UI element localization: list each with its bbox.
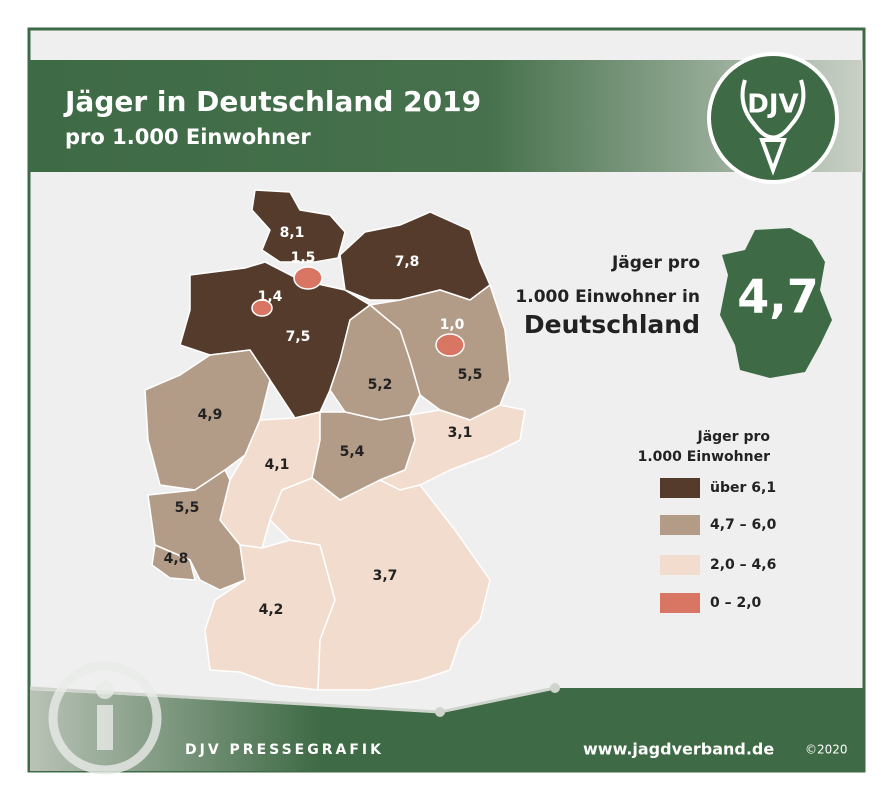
footer-band	[30, 688, 863, 771]
summary-line: Jäger pro	[611, 253, 700, 273]
region	[251, 189, 346, 263]
region	[269, 477, 491, 691]
region-labels: 8,1 7,8 7,5 1,5 1,4 5,5 1,0 5,2 4,9 4,1 …	[164, 225, 483, 618]
legend-label: 2,0 – 4,6	[710, 557, 776, 573]
legend-label: 4,7 – 6,0	[710, 517, 777, 533]
region-label: 4,1	[265, 457, 290, 473]
region-label: 1,5	[291, 250, 316, 266]
footer-url: www.jagdverband.de	[583, 740, 774, 759]
summary-value: 4,7	[737, 270, 819, 324]
region-label: 7,8	[395, 254, 420, 270]
info-icon	[96, 681, 114, 699]
info-icon	[48, 661, 162, 775]
logo-text: DJV	[747, 90, 798, 120]
region	[293, 266, 323, 290]
region	[251, 299, 273, 317]
region-label: 5,5	[458, 367, 483, 383]
footer-label: DJV PRESSEGRAFIK	[185, 742, 384, 758]
region-label: 5,4	[340, 444, 365, 460]
legend-title: 1.000 Einwohner	[638, 449, 770, 465]
legend: über 6,1 4,7 – 6,0 2,0 – 4,6 0 – 2,0	[660, 478, 777, 613]
region-label: 5,2	[368, 377, 393, 393]
region-label: 4,9	[198, 407, 223, 423]
logo-antlers	[740, 79, 806, 176]
region	[435, 333, 465, 357]
region-label: 4,8	[164, 551, 189, 567]
region	[379, 404, 526, 491]
region-label: 7,5	[286, 329, 311, 345]
logo	[707, 52, 839, 184]
legend-swatch	[660, 478, 700, 498]
title: Jäger in Deutschland 2019	[63, 85, 481, 118]
region-label: 5,5	[175, 500, 200, 516]
summary-line: 1.000 Einwohner in	[515, 287, 700, 307]
germany-silhouette	[720, 228, 832, 378]
info-icon	[97, 705, 113, 750]
region-label: 1,4	[258, 289, 283, 305]
region-label: 3,7	[373, 568, 398, 584]
legend-swatch	[660, 593, 700, 613]
subtitle: pro 1.000 Einwohner	[65, 125, 311, 149]
legend-label: 0 – 2,0	[710, 595, 762, 611]
legend-label: über 6,1	[710, 480, 776, 496]
region	[151, 544, 196, 581]
region-label: 3,1	[448, 425, 473, 441]
region-label: 8,1	[280, 225, 305, 241]
legend-title: Jäger pro	[697, 429, 771, 445]
footer-dot	[550, 683, 560, 693]
footer-copyright: ©2020	[805, 743, 848, 757]
map	[144, 189, 526, 691]
legend-swatch	[660, 555, 700, 575]
region-label: 4,2	[259, 602, 284, 618]
region-label: 1,0	[440, 317, 465, 333]
footer-dot	[435, 707, 445, 717]
legend-swatch	[660, 515, 700, 535]
summary-line: Deutschland	[524, 310, 700, 339]
